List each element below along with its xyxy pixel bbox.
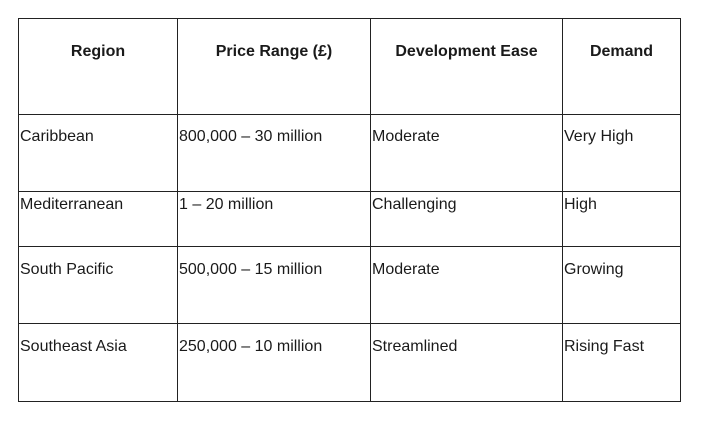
cell-price-range: 250,000 – 10 million xyxy=(177,323,371,402)
header-region: Region xyxy=(18,18,178,115)
cell-demand: Rising Fast xyxy=(562,323,681,402)
header-demand: Demand xyxy=(562,18,681,115)
cell-demand: High xyxy=(562,191,681,247)
table-row: South Pacific 500,000 – 15 million Moder… xyxy=(18,246,681,324)
table-row: Southeast Asia 250,000 – 10 million Stre… xyxy=(18,323,681,402)
cell-demand: Very High xyxy=(562,114,681,192)
table-header-row: Region Price Range (£) Development Ease … xyxy=(18,18,681,115)
table-row: Caribbean 800,000 – 30 million Moderate … xyxy=(18,114,681,192)
cell-region: South Pacific xyxy=(18,246,178,324)
cell-development-ease: Challenging xyxy=(370,191,563,247)
cell-region: Mediterranean xyxy=(18,191,178,247)
region-comparison-table: Region Price Range (£) Development Ease … xyxy=(18,18,681,402)
cell-region: Caribbean xyxy=(18,114,178,192)
cell-price-range: 1 – 20 million xyxy=(177,191,371,247)
cell-development-ease: Moderate xyxy=(370,246,563,324)
header-price-range: Price Range (£) xyxy=(177,18,371,115)
header-development-ease: Development Ease xyxy=(370,18,563,115)
table-row: Mediterranean 1 – 20 million Challenging… xyxy=(18,191,681,247)
cell-development-ease: Streamlined xyxy=(370,323,563,402)
cell-region: Southeast Asia xyxy=(18,323,178,402)
cell-price-range: 500,000 – 15 million xyxy=(177,246,371,324)
cell-demand: Growing xyxy=(562,246,681,324)
cell-price-range: 800,000 – 30 million xyxy=(177,114,371,192)
cell-development-ease: Moderate xyxy=(370,114,563,192)
